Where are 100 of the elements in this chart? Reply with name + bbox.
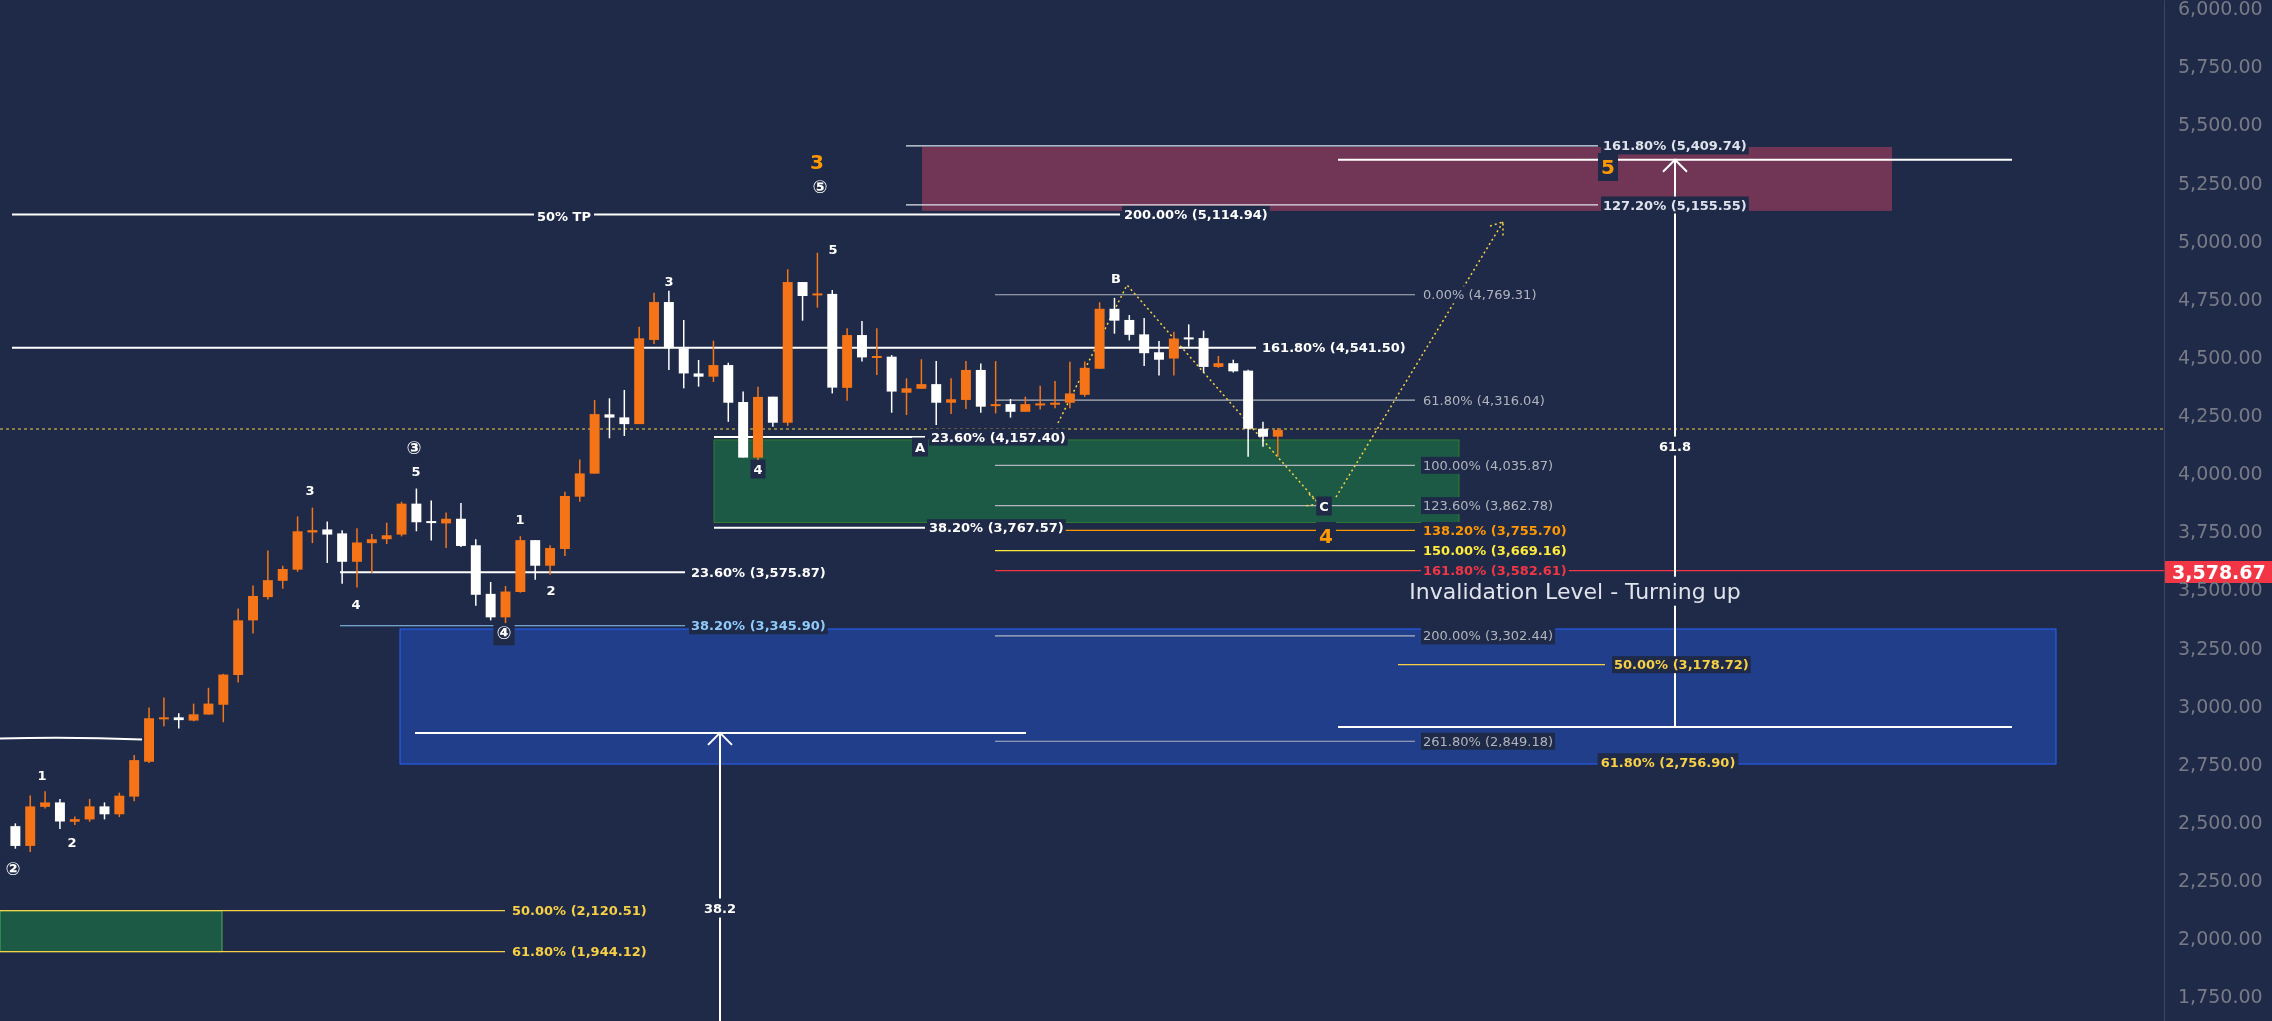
annotation: 5 [828, 241, 838, 257]
annotation: 3 [305, 482, 315, 498]
candlestick [1005, 398, 1016, 419]
candlestick [545, 544, 556, 576]
y-tick-label: 2,500.00 [2178, 811, 2263, 834]
candlestick [10, 822, 21, 850]
candlestick [69, 815, 80, 826]
candlestick [812, 252, 823, 309]
candlestick [277, 564, 288, 590]
ref-line-label: 150.00% (3,669.16) [1423, 543, 1567, 559]
ref-line-label: 138.20% (3,755.70) [1423, 523, 1567, 538]
candlestick [322, 520, 333, 564]
candlestick [1064, 361, 1075, 410]
candlestick [1124, 314, 1135, 342]
candlestick [40, 790, 51, 810]
candlestick [1035, 385, 1046, 411]
candlestick [84, 798, 95, 823]
ref-line-label: 123.60% (3,862.78) [1423, 498, 1554, 514]
y-tick-label: 5,750.00 [2178, 55, 2263, 78]
text: 3,578.67 [2172, 560, 2266, 583]
y-tick-label: 3,750.00 [2178, 520, 2263, 543]
candlestick [604, 397, 615, 440]
ref-line-label: 38.20% (3,345.90) [691, 618, 826, 634]
y-tick-label: 2,000.00 [2178, 927, 2263, 950]
annotation: 1 [37, 767, 47, 783]
annotation: B [1111, 270, 1121, 286]
y-tick-label: 4,250.00 [2178, 404, 2263, 427]
ref-line-label: 161.80% (3,582.61) [1423, 563, 1567, 579]
y-tick-label: 4,750.00 [2178, 287, 2263, 310]
annotation: ⑤ [812, 176, 828, 198]
candlestick [1050, 380, 1061, 410]
candlestick [426, 499, 437, 542]
candlestick [797, 281, 808, 322]
candlestick [574, 458, 585, 503]
annotation: 61.8 [1658, 438, 1692, 454]
annotation: 2 [67, 834, 77, 850]
y-tick-label: 5,000.00 [2178, 229, 2263, 252]
annotation: 1 [515, 511, 525, 527]
annotation: ④ [496, 622, 512, 644]
ref-line-label: 100.00% (4,035.87) [1423, 457, 1554, 473]
annotation: 3 [810, 150, 824, 174]
candlestick [1258, 421, 1268, 448]
candlestick [990, 360, 1001, 415]
candlestick [366, 533, 377, 574]
ref-line-label: 23.60% (3,575.87) [691, 564, 826, 580]
y-tick-label: 5,250.00 [2178, 171, 2263, 194]
candlestick [931, 360, 942, 426]
candlestick [916, 358, 927, 390]
ref-line-label: 127.20% (5,155.55) [1603, 197, 1747, 213]
y-tick-label: 6,000.00 [2178, 0, 2263, 20]
candlestick [1109, 297, 1120, 335]
candlestick [262, 549, 273, 601]
candlestick [485, 581, 496, 622]
ref-line-label: 261.80% (2,849.18) [1423, 733, 1554, 749]
annotation: 5 [1601, 155, 1615, 179]
ref-line-label: 61.80% (4,316.04) [1423, 392, 1545, 408]
annotation: 4 [1319, 524, 1333, 548]
candlestick [114, 791, 125, 818]
annotation: 50% TP [536, 208, 592, 224]
ref-line-label: 200.00% (5,114.94) [1124, 206, 1268, 222]
candlestick [381, 521, 392, 545]
candlestick [158, 696, 169, 727]
annotation: ③ [406, 437, 422, 459]
y-tick-label: 3,000.00 [2178, 694, 2263, 717]
candlestick [946, 377, 957, 415]
candlestick [901, 377, 912, 416]
candlestick [54, 798, 65, 830]
candlestick [871, 327, 882, 376]
candlestick [352, 527, 362, 589]
annotation: 4 [753, 461, 763, 477]
candlestick [708, 339, 719, 383]
annotation: 2 [546, 582, 556, 598]
candlestick [1272, 427, 1283, 458]
candlestick [203, 687, 214, 716]
ref-line-label: 23.60% (4,157.40) [931, 429, 1066, 445]
y-tick-label: 4,000.00 [2178, 462, 2263, 485]
y-tick-label: 4,500.00 [2178, 345, 2263, 368]
candlestick [693, 359, 704, 388]
ref-line-label: 0.00% (4,769.31) [1423, 287, 1537, 303]
y-tick-label: 2,250.00 [2178, 869, 2263, 892]
y-tick-label: 3,250.00 [2178, 636, 2263, 659]
annotation: 38.2 [703, 900, 737, 916]
annotation: ② [5, 858, 21, 880]
annotation: A [914, 439, 926, 455]
y-tick-label: 2,750.00 [2178, 752, 2263, 775]
ref-line-label: 161.80% (5,409.74) [1603, 138, 1747, 154]
ref-line-label: 50.00% (2,120.51) [512, 903, 647, 919]
annotation: 5 [411, 463, 421, 479]
ref-line-label: 61.80% (1,944.12) [512, 944, 647, 960]
annotation: 4 [351, 596, 361, 612]
annotation: 3 [664, 273, 674, 289]
ref-line-label: 50.00% (3,178.72) [1614, 657, 1749, 673]
y-tick-label: 5,500.00 [2178, 113, 2263, 136]
annotation: 61.80% (2,756.90) [1600, 755, 1736, 771]
candlestick [173, 712, 184, 730]
ref-line-label: 200.00% (3,302.44) [1423, 628, 1554, 644]
ref-line-label: 161.80% (4,541.50) [1262, 340, 1406, 356]
candlestick [1168, 331, 1179, 377]
y-tick-label: 1,750.00 [2178, 985, 2263, 1008]
candlestick [411, 487, 422, 533]
